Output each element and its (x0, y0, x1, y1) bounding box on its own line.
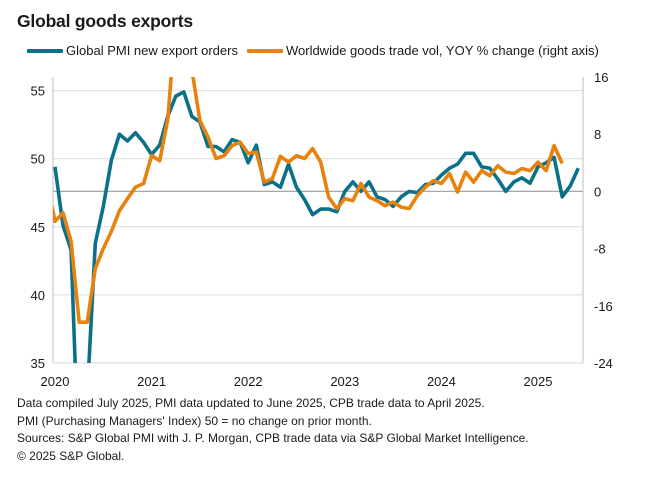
series-line-trade-volume (53, 77, 564, 325)
gridlines (53, 90, 583, 296)
right-axis-tick-label: -24 (594, 356, 613, 371)
legend: Global PMI new export orders Worldwide g… (27, 43, 608, 58)
series-lines (53, 77, 580, 363)
x-axis-tick-label: 2024 (427, 374, 456, 389)
right-axis-tick-label: -8 (594, 242, 606, 257)
left-axis-tick-label: 50 (31, 152, 45, 167)
series-line-pmi-export-orders (53, 90, 580, 363)
legend-swatch-pmi (27, 48, 63, 53)
right-axis-tick-label: 0 (594, 184, 601, 199)
legend-label-trade: Worldwide goods trade vol, YOY % change … (285, 43, 599, 58)
axes (52, 77, 584, 364)
x-axis-tick-label: 2021 (137, 374, 166, 389)
right-axis-tick-label: 8 (594, 127, 601, 142)
left-axis-tick-label: 40 (31, 288, 45, 303)
footer-notes: Data compiled July 2025, PMI data update… (17, 395, 529, 465)
legend-item-pmi: Global PMI new export orders (27, 43, 238, 58)
footer-line-copyright: © 2025 S&P Global. (17, 448, 125, 463)
x-axis-tick-label: 2025 (524, 374, 553, 389)
legend-label-pmi: Global PMI new export orders (66, 43, 238, 58)
x-axis-tick-label: 2023 (330, 374, 359, 389)
left-axis-tick-label: 35 (31, 356, 45, 371)
legend-item-trade: Worldwide goods trade vol, YOY % change … (246, 43, 599, 58)
left-axis-tick-label: 55 (31, 84, 45, 99)
chart-title: Global goods exports (17, 11, 193, 31)
legend-swatch-trade (246, 48, 283, 53)
footer-line-compiled: Data compiled July 2025, PMI data update… (17, 396, 485, 410)
footer-line-pmi-definition: PMI (Purchasing Managers' Index) 50 = no… (17, 413, 372, 428)
x-axis-tick-label: 2020 (41, 374, 70, 389)
footer-line-sources: Sources: S&P Global PMI with J. P. Morga… (17, 431, 529, 445)
right-axis-tick-label: 16 (594, 70, 608, 85)
tick-labels: 35 40 45 50 55 -24 -16 -8 0 8 16 2020 2021 2022 2023 20… (31, 70, 613, 389)
right-axis-tick-label: -16 (594, 299, 613, 314)
left-axis-tick-label: 45 (31, 220, 45, 235)
x-axis-tick-label: 2022 (234, 374, 263, 389)
